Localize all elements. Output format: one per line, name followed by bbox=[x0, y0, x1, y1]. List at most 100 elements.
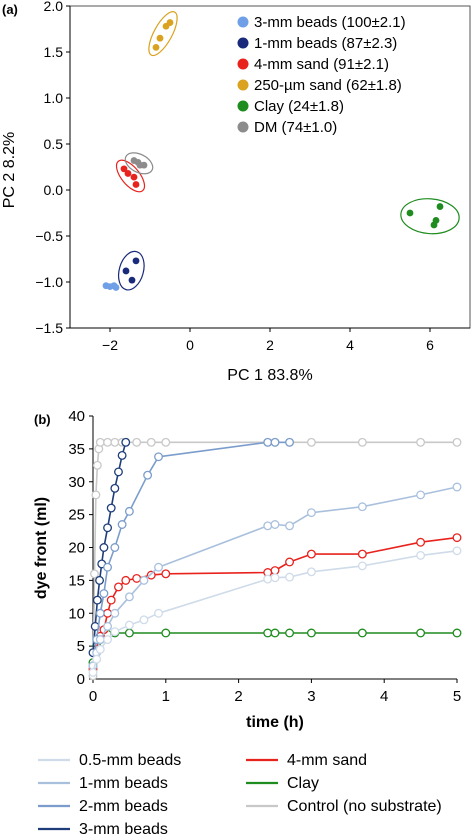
panel-b-y-tick-label: 35 bbox=[68, 441, 85, 458]
panel-b-point bbox=[154, 608, 163, 618]
panel-b-point bbox=[103, 621, 113, 631]
panel-b-x-ticks: 0 1 2 3 4 5 bbox=[89, 679, 461, 705]
panel-a-point bbox=[140, 161, 148, 169]
panel-b-x-tick-label: 4 bbox=[380, 688, 388, 705]
panel-b-point bbox=[306, 628, 316, 638]
panel-b-legend-label: 3-mm beads bbox=[79, 821, 168, 838]
panel-b-point bbox=[146, 570, 156, 580]
panel-b: (b) 0 5 10 15 20 25 30 35 40 0 1 2 3 4 5 0.5-mm beads… bbox=[33, 408, 462, 838]
panel-a-point bbox=[120, 165, 128, 173]
panel-b-x-tick-label: 0 bbox=[89, 688, 97, 705]
panel-b-y-ticks: 0 5 10 15 20 25 30 35 40 bbox=[68, 408, 93, 688]
panel-b-point bbox=[452, 533, 462, 543]
panel-b-x-tick-label: 2 bbox=[234, 688, 242, 705]
panel-b-point bbox=[110, 437, 120, 447]
panel-b-point bbox=[263, 521, 273, 531]
panel-a-point bbox=[132, 181, 140, 188]
panel-b-y-tick-label: 5 bbox=[77, 638, 85, 655]
panel-a-y-label: PC 2 8.2% bbox=[1, 132, 18, 208]
panel-b-point bbox=[263, 628, 273, 638]
panel-a: (a) 2.0 1.5 1.0 0.5 0.0 −0.5 −1.0 −1.5 −2 0 2 4 6 3… bbox=[1, 0, 471, 384]
panel-b-point bbox=[270, 566, 280, 575]
panel-b-point bbox=[95, 635, 105, 644]
panel-a-y-tick-label: −1.5 bbox=[35, 320, 63, 336]
panel-a-x-tick-label: 4 bbox=[346, 337, 354, 353]
panel-b-point bbox=[106, 595, 116, 605]
panel-b-legend: 0.5-mm beads 1-mm beads 2-mm beads 3-mm bea… bbox=[38, 752, 442, 838]
panel-a-legend-marker bbox=[237, 16, 249, 28]
panel-b-point bbox=[146, 437, 156, 447]
panel-b-point bbox=[110, 483, 120, 493]
panel-b-y-tick-label: 20 bbox=[68, 540, 85, 557]
panel-b-point bbox=[270, 573, 280, 583]
panel-a-y-tick-label: −0.5 bbox=[35, 228, 63, 244]
panel-b-point bbox=[416, 490, 426, 500]
panel-b-point bbox=[263, 437, 273, 447]
panel-b-point bbox=[99, 543, 109, 552]
panel-b-lines bbox=[88, 437, 462, 681]
panel-b-legend-label: Control (no substrate) bbox=[287, 798, 442, 815]
panel-b-point bbox=[117, 520, 127, 529]
panel-b-point bbox=[121, 575, 131, 585]
panel-b-point bbox=[263, 574, 273, 584]
panel-b-point bbox=[132, 437, 142, 447]
panel-b-point bbox=[124, 592, 134, 602]
panel-a-point bbox=[124, 170, 132, 177]
panel-b-label: (b) bbox=[34, 412, 51, 427]
panel-b-point bbox=[110, 627, 120, 637]
panel-a-y-ticks: 2.0 1.5 1.0 0.5 0.0 −0.5 −1.0 −1.5 bbox=[35, 0, 70, 336]
panel-b-point bbox=[161, 437, 171, 447]
panel-b-y-tick-label: 40 bbox=[68, 408, 85, 425]
panel-a-ellipse bbox=[115, 159, 146, 193]
panel-b-point bbox=[88, 667, 98, 677]
panel-b-point bbox=[110, 543, 120, 552]
panel-b-point bbox=[114, 582, 123, 592]
panel-b-point bbox=[143, 470, 153, 480]
panel-b-point bbox=[452, 437, 462, 447]
panel-b-y-tick-label: 0 bbox=[77, 671, 85, 688]
panel-a-legend-marker bbox=[237, 58, 249, 70]
panel-b-point bbox=[416, 537, 426, 547]
panel-b-point bbox=[90, 569, 99, 579]
panel-a-y-tick-label: −1.0 bbox=[35, 274, 63, 290]
panel-b-point bbox=[117, 451, 127, 460]
panel-b-y-label: dye front (ml) bbox=[33, 497, 50, 599]
panel-a-x-ticks: −2 0 2 4 6 bbox=[102, 328, 434, 353]
panel-a-point bbox=[128, 276, 136, 284]
panel-b-x-tick-label: 3 bbox=[307, 688, 315, 705]
panel-a-point bbox=[432, 216, 440, 224]
panel-a-x-tick-label: 0 bbox=[186, 337, 194, 353]
panel-b-point bbox=[91, 490, 101, 500]
panel-a-ellipse bbox=[400, 198, 460, 235]
panel-b-point bbox=[103, 437, 113, 447]
panel-b-point bbox=[154, 452, 163, 462]
panel-b-legend-label: 0.5-mm beads bbox=[79, 752, 181, 769]
panel-b-point bbox=[95, 437, 105, 447]
panel-b-point bbox=[452, 482, 462, 492]
panel-a-point bbox=[132, 257, 140, 265]
panel-a-point bbox=[436, 203, 444, 210]
panel-b-point bbox=[139, 575, 149, 585]
panel-b-point bbox=[306, 567, 316, 577]
panel-a-y-tick-label: 0.0 bbox=[44, 182, 64, 198]
panel-a-point bbox=[156, 34, 164, 42]
panel-a-legend-label: DM (74±1.0) bbox=[254, 119, 337, 136]
panel-a-x-label: PC 1 83.8% bbox=[227, 367, 312, 384]
panel-b-point bbox=[154, 562, 163, 572]
panel-b-legend-label: Clay bbox=[287, 775, 319, 792]
panel-b-point bbox=[306, 437, 316, 447]
panel-b-point bbox=[103, 523, 113, 533]
panel-b-point bbox=[110, 608, 120, 618]
panel-b-point bbox=[106, 503, 116, 513]
panel-b-point bbox=[452, 628, 462, 638]
panel-a-point bbox=[152, 44, 160, 51]
panel-a-y-tick-label: 1.0 bbox=[44, 90, 64, 106]
panel-b-point bbox=[103, 608, 113, 618]
panel-b-point bbox=[92, 460, 102, 470]
panel-a-point bbox=[122, 267, 130, 275]
panel-b-point bbox=[92, 654, 102, 664]
panel-b-y-tick-label: 25 bbox=[68, 507, 85, 524]
panel-b-y-tick-label: 15 bbox=[68, 572, 85, 589]
panel-a-legend-label: 1-mm beads (87±2.3) bbox=[254, 35, 397, 52]
